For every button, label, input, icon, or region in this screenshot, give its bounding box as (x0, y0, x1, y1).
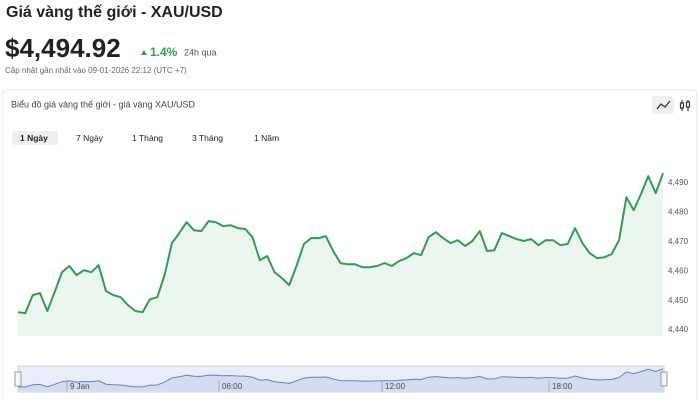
y-tick-label: 4,490 (668, 178, 689, 187)
page-title: Giá vàng thế giới - XAU/USD (6, 4, 223, 21)
tab-selected (12, 131, 58, 145)
tabs: 1 Ngày 7 Ngày 1 Tháng 3 Tháng 1 Năm (12, 131, 279, 145)
chart-card (2, 89, 698, 403)
up-arrow (141, 50, 147, 55)
price: $4,494.92 (5, 33, 121, 63)
updated: Cập nhật gần nhất vào 09-01-2026 22:12 (… (5, 66, 187, 75)
navigator-label: 06:00 (222, 382, 243, 391)
y-tick-label: 4,440 (668, 325, 689, 334)
line (17, 172, 664, 315)
navigator-line (17, 368, 664, 388)
y-tick-label: 4,450 (668, 296, 689, 305)
navigator-area (18, 368, 663, 391)
navigator-label: 18:00 (552, 382, 573, 391)
navigator-label: 9 Jan (70, 382, 90, 391)
navigator-series: 9 Jan 06:00 12:00 18:00 (17, 368, 664, 392)
period: 24h qua (184, 47, 217, 57)
card-title: Biểu đồ giá vàng thế giới - giá vàng XAU… (11, 99, 196, 109)
tab[interactable]: 1 Tháng (132, 133, 163, 143)
tab[interactable]: 1 Năm (254, 133, 279, 143)
change: 1.4% (150, 45, 178, 59)
tab[interactable]: 3 Tháng (192, 133, 223, 143)
tab[interactable]: 1 Ngày (20, 133, 48, 143)
y-tick-label: 4,480 (668, 208, 689, 217)
plot: 4,440 4,450 4,460 4,470 4,480 4,490 (17, 172, 689, 336)
navigator-label: 12:00 (385, 382, 406, 391)
y-tick-label: 4,460 (668, 266, 689, 275)
nav-handle-right[interactable] (660, 371, 668, 387)
area (18, 173, 663, 336)
line-icon (656, 100, 671, 110)
nav-handle-left[interactable] (14, 371, 22, 387)
y-tick-label: 4,470 (668, 237, 689, 246)
tab[interactable]: 7 Ngày (76, 133, 104, 143)
candle-mode-button[interactable] (679, 100, 691, 111)
